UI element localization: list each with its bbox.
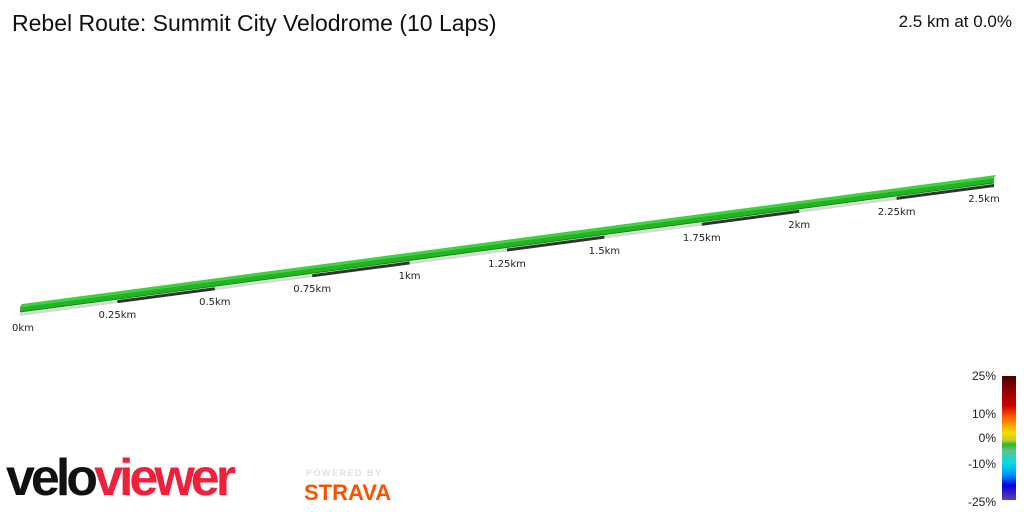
- legend-label: 10%: [971, 407, 996, 421]
- distance-label: 0.5km: [199, 297, 231, 309]
- distance-label: 1km: [398, 271, 421, 283]
- powered-by-label: POWERED BY: [306, 468, 383, 478]
- distance-label: 1.75km: [682, 232, 721, 244]
- distance-label: 0.75km: [293, 284, 332, 296]
- gradient-colorscale: [1002, 376, 1016, 500]
- veloviewer-logo: veloviewer: [6, 449, 236, 507]
- distance-label: 1.5km: [588, 245, 621, 257]
- logo-viewer: viewer: [94, 449, 236, 507]
- legend-label: -25%: [967, 495, 996, 509]
- distance-label: 2km: [788, 219, 811, 231]
- legend-label: 25%: [971, 369, 996, 383]
- distance-label: 0.25km: [98, 310, 137, 322]
- legend-label: 0%: [978, 431, 996, 445]
- distance-label: 1.25km: [488, 258, 526, 270]
- route-summary: 2.5 km at 0.0%: [898, 12, 1012, 31]
- gradient-legend: 25% 10% 0% -10% -25%: [946, 369, 1016, 509]
- distance-label: 0km: [12, 323, 34, 334]
- strava-logo: STRAVA: [304, 480, 392, 505]
- gradient-ribbon: [19, 175, 996, 313]
- legend-label: -10%: [967, 457, 996, 471]
- distance-baseline: [20, 184, 994, 316]
- route-title: Rebel Route: Summit City Velodrome (10 L…: [12, 10, 497, 36]
- distance-label: 2.25km: [877, 206, 916, 218]
- logo-velo: velo: [6, 449, 98, 507]
- distance-label: 2.5km: [968, 194, 1000, 205]
